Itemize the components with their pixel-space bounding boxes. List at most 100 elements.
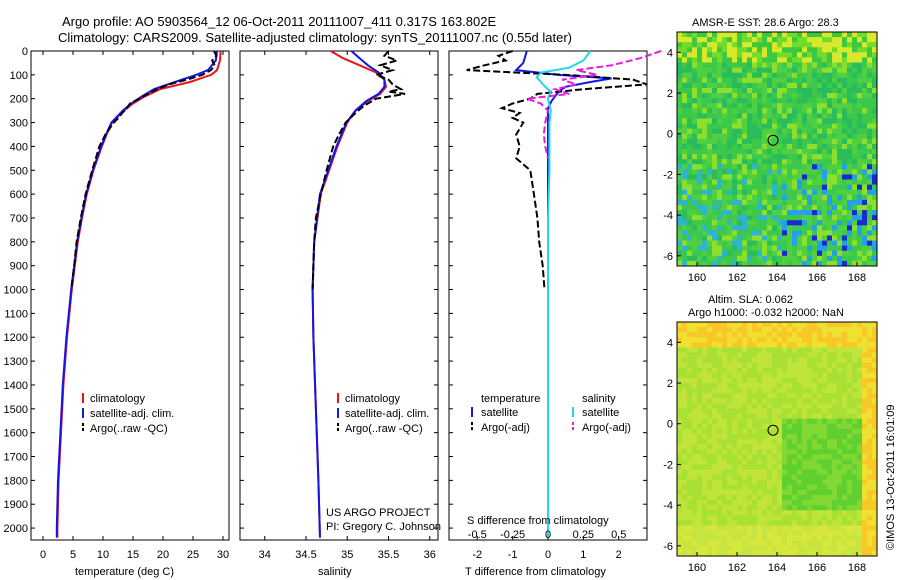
map-cell (757, 103, 763, 109)
map-cell (857, 403, 863, 409)
map-cell (802, 67, 808, 73)
map-cell (802, 362, 808, 369)
map-cell (832, 255, 838, 262)
map-cell (847, 37, 853, 43)
map-cell (722, 47, 728, 53)
map-cell (697, 454, 703, 460)
map-cell (837, 408, 843, 414)
map-cell (822, 535, 828, 542)
map-cell (852, 433, 858, 440)
map-cell (797, 413, 803, 419)
map-cell (712, 540, 718, 547)
map-cell (737, 32, 743, 38)
map-cell (687, 398, 693, 404)
map-cell (727, 520, 733, 526)
map-cell (722, 362, 728, 369)
map-cell (812, 47, 818, 53)
map-cell (792, 260, 798, 267)
x-tick-label: 30 (217, 549, 229, 561)
map-cell (682, 484, 688, 491)
map-cell (767, 87, 773, 94)
map-cell (832, 474, 838, 480)
map-cell (787, 367, 793, 374)
map-cell (777, 520, 783, 526)
map-cell (682, 93, 688, 99)
map-cell (857, 500, 863, 506)
map-cell (787, 342, 793, 348)
map-cell (857, 494, 863, 501)
map-cell (677, 118, 683, 124)
map-cell (862, 540, 868, 547)
map-cell (782, 322, 788, 328)
map-cell (827, 479, 833, 486)
map-cell (862, 255, 868, 262)
map-x-tick-label: 168 (848, 272, 866, 284)
map-cell (712, 439, 718, 445)
map-cell (807, 245, 813, 252)
map-cell (707, 540, 713, 547)
map-cell (717, 520, 723, 526)
map-cell (847, 174, 853, 180)
map-cell (802, 87, 808, 94)
map-cell (872, 255, 878, 262)
map-cell (682, 149, 688, 155)
map-cell (722, 164, 728, 170)
map-cell (707, 413, 713, 419)
map-cell (837, 103, 843, 109)
map-cell (822, 474, 828, 480)
map-cell (732, 194, 738, 201)
map-cell (682, 423, 688, 430)
map-cell (682, 47, 688, 53)
map-cell (767, 545, 773, 552)
map-cell (797, 82, 803, 89)
map-cell (697, 433, 703, 440)
map-cell (837, 255, 843, 262)
map-cell (727, 347, 733, 353)
map-cell (722, 474, 728, 480)
map-cell (707, 545, 713, 552)
map-cell (747, 77, 753, 84)
map-cell (812, 240, 818, 246)
map-cell (697, 403, 703, 409)
map-cell (732, 113, 738, 119)
map-cell (747, 337, 753, 343)
map-cell (822, 357, 828, 363)
map-cell (857, 474, 863, 480)
map-cell (782, 327, 788, 333)
map-cell (692, 240, 698, 246)
map-cell (802, 327, 808, 333)
map-cell (742, 199, 748, 206)
map-cell (737, 530, 743, 536)
map-cell (722, 322, 728, 328)
map-cell (717, 113, 723, 119)
map-cell (782, 123, 788, 129)
map-cell (697, 189, 703, 196)
map-cell (807, 352, 813, 358)
map-cell (782, 332, 788, 338)
map-cell (732, 505, 738, 511)
map-cell (707, 215, 713, 221)
map-cell (782, 184, 788, 190)
map-cell (742, 550, 748, 557)
map-cell (787, 500, 793, 506)
map-cell (722, 255, 728, 262)
map-cell (862, 408, 868, 414)
map-cell (742, 82, 748, 89)
map-cell (787, 250, 793, 257)
map-cell (727, 388, 733, 394)
map-cell (867, 118, 873, 124)
map-cell (807, 143, 813, 150)
map-cell (792, 245, 798, 252)
map-cell (697, 184, 703, 190)
map-cell (857, 530, 863, 536)
map-cell (717, 332, 723, 338)
map-cell (697, 489, 703, 496)
map-cell (792, 93, 798, 99)
map-cell (817, 260, 823, 267)
map-y-tick-label: 0 (667, 419, 673, 431)
map-cell (847, 383, 853, 389)
map-cell (772, 342, 778, 348)
map-cell (742, 342, 748, 348)
map-cell (772, 72, 778, 79)
map-cell (872, 87, 878, 94)
